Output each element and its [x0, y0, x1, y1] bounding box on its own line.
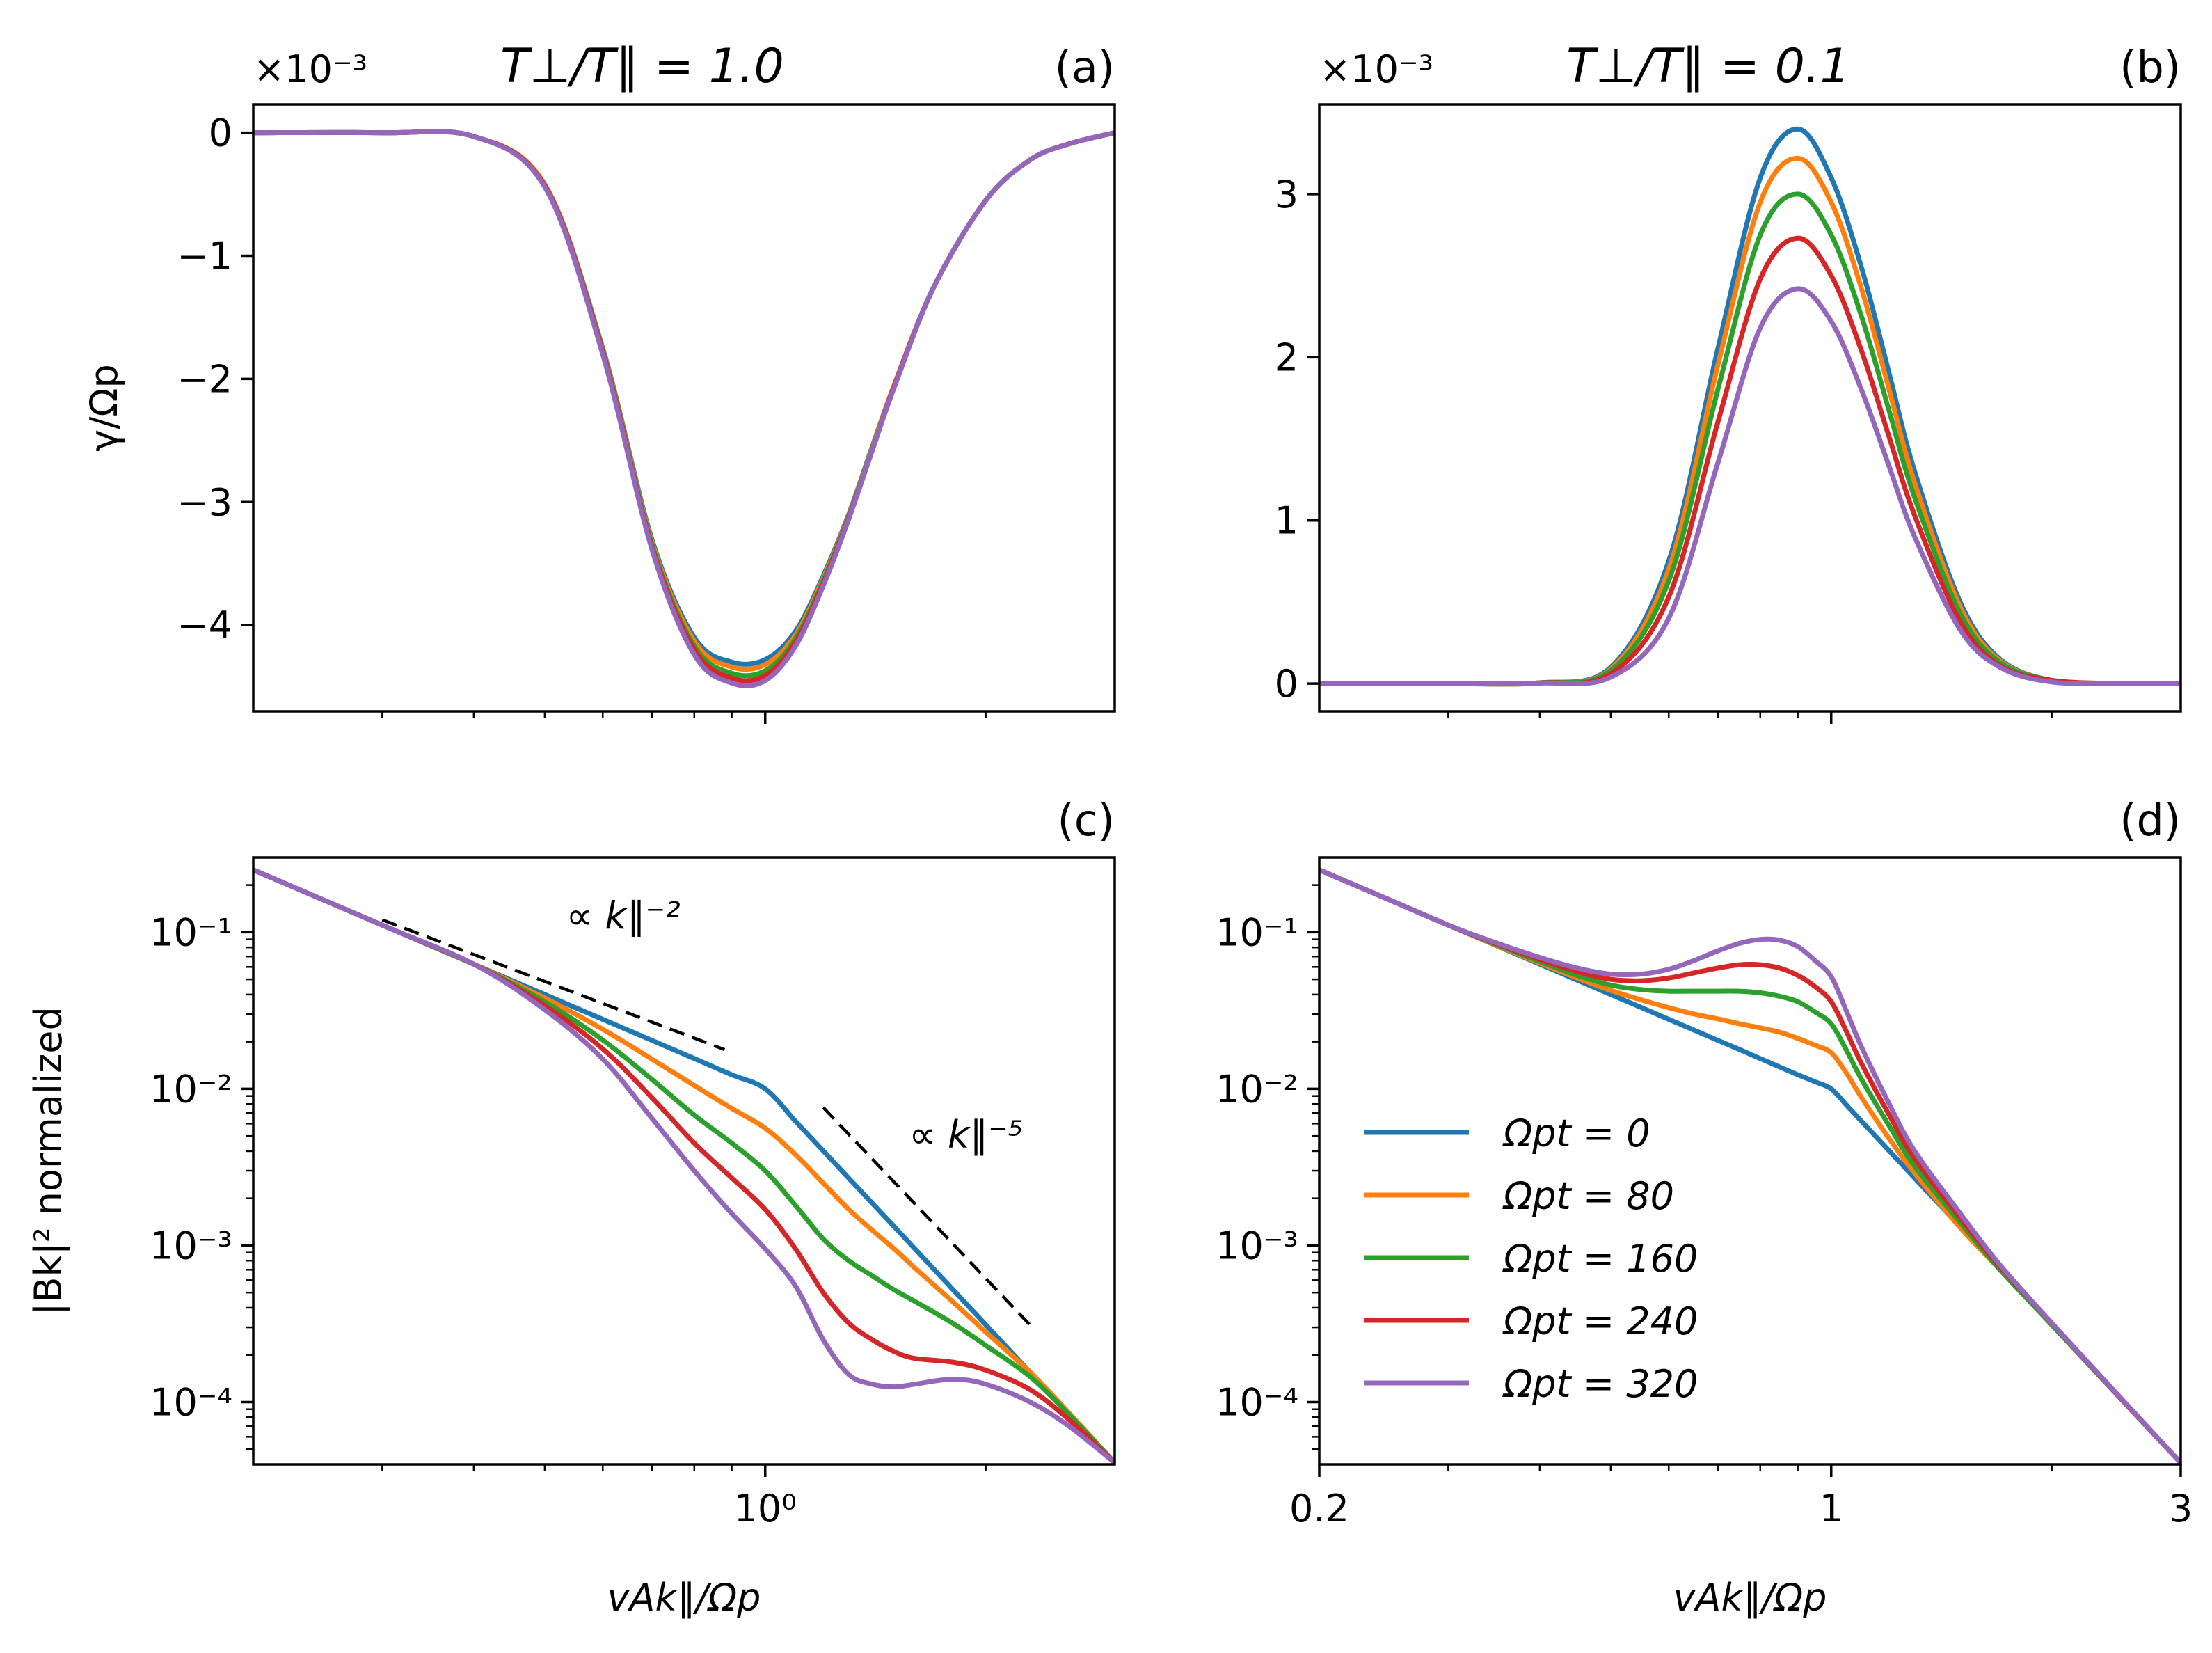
series-group [1319, 126, 2181, 687]
x-tick-label: 1 [1820, 1487, 1843, 1531]
y-multiplier-label: ×10⁻³ [1319, 47, 1433, 91]
x-tick-label: 10⁰ [734, 1487, 797, 1531]
panel-a: 0 −1 −2 −3 −4 (a) T⊥/T∥ = 1.0 ×10⁻³ γ/Ωp [82, 39, 1116, 724]
panel-label: (d) [2119, 795, 2181, 846]
y-tick-label: 10⁻⁴ [1216, 1380, 1298, 1424]
series-line-4 [253, 129, 1115, 688]
annotation-text: ∝ k∥⁻² [566, 894, 681, 938]
y-tick-label: 10⁻² [150, 1067, 232, 1111]
series-line-4 [1319, 867, 2181, 1464]
series-line-4 [1319, 286, 2181, 686]
y-tick-label: −2 [177, 357, 232, 401]
x-axis-label: vAk∥/Ωp [1673, 1576, 1827, 1620]
panel-title: T⊥/T∥ = 1.0 [500, 39, 784, 94]
panel-b: 0 1 2 3 (b) T⊥/T∥ = 0.1 ×10⁻³ [1275, 39, 2182, 724]
y-axis-label: |Bk|² normalized [26, 1006, 70, 1315]
y-tick-label: −3 [177, 480, 232, 524]
axes-frame [1318, 856, 2182, 1466]
y-tick-label: 2 [1275, 335, 1298, 379]
y-tick-label: 3 [1275, 173, 1298, 216]
y-tick-label: 10⁻⁴ [150, 1380, 232, 1424]
guide-line-0 [381, 918, 726, 1052]
series-group [1319, 867, 2181, 1464]
y-tick-label: 10⁻¹ [1216, 910, 1298, 954]
y-axis-label: γ/Ωp [82, 364, 126, 452]
panel-label: (b) [2119, 42, 2181, 93]
legend-label: Ωpt = 0 [1502, 1112, 1650, 1155]
y-tick-label: 10⁻² [1216, 1067, 1298, 1111]
guide-line-1 [822, 1106, 1032, 1327]
y-multiplier-label: ×10⁻³ [253, 47, 367, 91]
series-group [253, 867, 1115, 1464]
x-tick-label: 0.2 [1289, 1487, 1349, 1531]
x-tick-label: 3 [2169, 1487, 2193, 1531]
y-tick-label: −4 [177, 603, 232, 647]
y-tick-label: 10⁻¹ [150, 910, 232, 954]
legend-label: Ωpt = 160 [1502, 1237, 1698, 1281]
panel-label: (a) [1055, 42, 1115, 93]
panel-c: 10⁰ 10⁻¹ 10⁻² 10⁻³ 10⁻⁴ (c) |Bk|² normalized vA… [26, 795, 1116, 1620]
panel-title: T⊥/T∥ = 0.1 [1566, 39, 1850, 94]
legend: Ωpt = 0 Ωpt = 80 Ωpt = 160 Ωpt = 240 Ωpt = 3… [1364, 1112, 1698, 1406]
axes-frame [1318, 103, 2182, 713]
legend-label: Ωpt = 80 [1502, 1174, 1674, 1218]
y-tick-label: 10⁻³ [1216, 1224, 1298, 1267]
y-tick-label: 0 [1275, 662, 1298, 706]
annotation-text: ∝ k∥⁻⁵ [909, 1113, 1023, 1157]
axes-frame [252, 103, 1116, 713]
legend-label: Ωpt = 320 [1502, 1362, 1698, 1406]
panel-d: 0.2 1 3 10⁻¹ 10⁻² 10⁻³ 10⁻⁴ (d) vAk∥/Ωp [1216, 795, 2193, 1620]
series-line-4 [253, 867, 1115, 1464]
y-tick-label: 10⁻³ [150, 1224, 232, 1267]
axes-frame [252, 856, 1116, 1466]
y-tick-label: 0 [209, 111, 232, 155]
y-tick-label: −1 [177, 235, 232, 278]
x-axis-label: vAk∥/Ωp [607, 1576, 761, 1620]
y-tick-label: 1 [1275, 499, 1298, 543]
panel-label: (c) [1058, 795, 1115, 846]
series-group [253, 129, 1115, 688]
legend-label: Ωpt = 240 [1502, 1299, 1698, 1343]
